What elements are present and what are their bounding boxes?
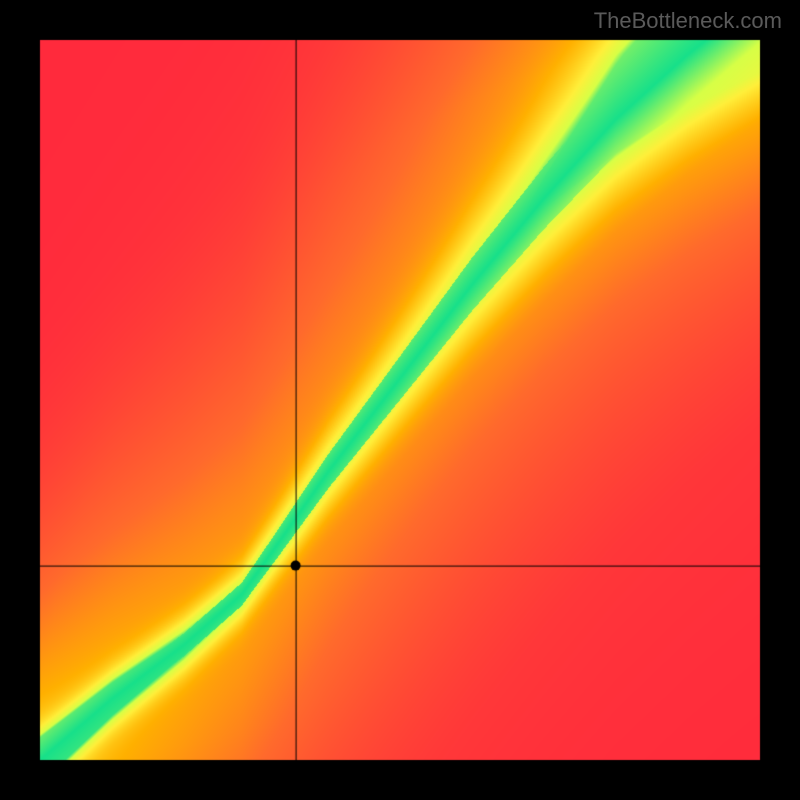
bottleneck-heatmap xyxy=(0,0,800,800)
watermark-text: TheBottleneck.com xyxy=(594,8,782,34)
